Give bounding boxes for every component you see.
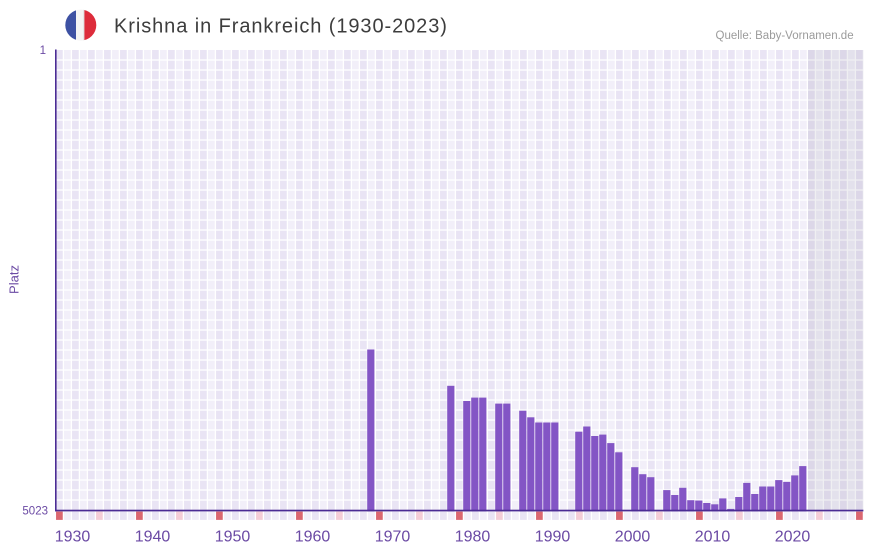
svg-text:2020: 2020	[775, 529, 811, 546]
svg-text:1980: 1980	[455, 529, 491, 546]
svg-text:1970: 1970	[375, 529, 411, 546]
svg-text:1: 1	[40, 45, 46, 57]
svg-text:Quelle: Baby-Vornamen.de: Quelle: Baby-Vornamen.de	[716, 30, 854, 42]
svg-text:1930: 1930	[55, 529, 91, 546]
svg-text:1940: 1940	[135, 529, 171, 546]
svg-text:2010: 2010	[695, 529, 731, 546]
svg-text:2000: 2000	[615, 529, 651, 546]
svg-text:Platz: Platz	[7, 265, 22, 294]
svg-text:1950: 1950	[215, 529, 251, 546]
svg-text:1960: 1960	[295, 529, 331, 546]
svg-text:1990: 1990	[535, 529, 571, 546]
svg-text:5023: 5023	[22, 506, 48, 518]
svg-text:Krishna in Frankreich (1930-20: Krishna in Frankreich (1930-2023)	[114, 16, 448, 38]
